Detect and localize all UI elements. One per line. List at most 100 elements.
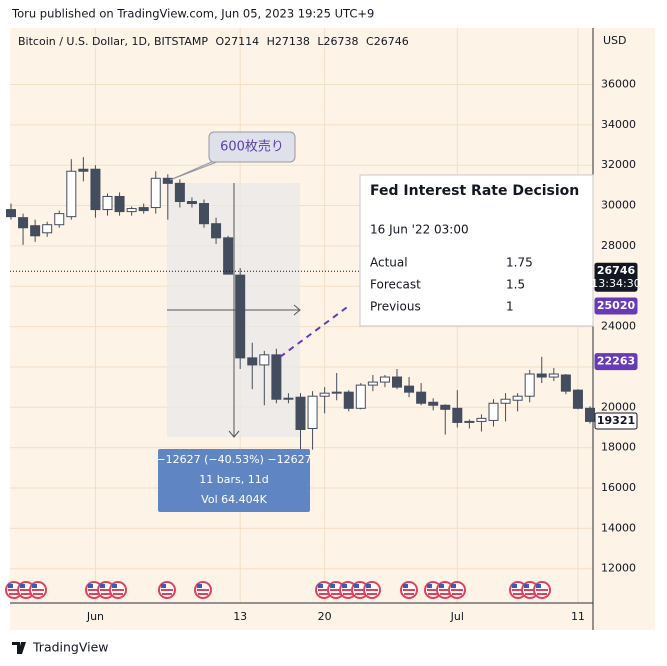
y-tick-label: 32000 xyxy=(601,158,636,171)
event-flag-stripe xyxy=(525,593,535,595)
event-flag-canton xyxy=(403,584,408,588)
event-flag-stripe xyxy=(524,589,536,591)
footer-brand: TradingView xyxy=(32,640,109,655)
price-label-box xyxy=(594,412,638,430)
candle-body xyxy=(548,373,559,378)
event-flag-stripe xyxy=(428,593,438,595)
candle-body xyxy=(452,407,463,423)
event-flag-stripe xyxy=(427,589,439,591)
event-flag-stripe xyxy=(452,593,462,595)
measure-volume: Vol 64.404K xyxy=(201,493,267,506)
y-tick-label: 24000 xyxy=(601,320,636,333)
event-flag-stripe xyxy=(330,589,342,591)
event-flag xyxy=(194,581,212,599)
x-tick-label: 20 xyxy=(318,610,332,623)
price-label: 25020 xyxy=(597,299,636,312)
candle-body xyxy=(536,373,547,378)
measure-box xyxy=(158,449,310,512)
candle-body xyxy=(524,373,535,397)
measure-bars: 11 bars, 11d xyxy=(199,473,268,486)
price-label: 19321 xyxy=(597,414,635,427)
event-flag-stripe xyxy=(101,593,111,595)
event-flag-stripe xyxy=(113,593,123,595)
measure-arrowhead xyxy=(228,430,240,438)
candle-body xyxy=(6,209,16,218)
candle-body xyxy=(102,195,113,211)
event-flag-canton xyxy=(197,584,202,588)
symbol-legend: Bitcoin / U.S. Dollar, 1D, BITSTAMP O271… xyxy=(18,35,409,48)
event-flag xyxy=(400,581,418,599)
ohlc-open: O27114 xyxy=(215,35,259,48)
candle-body xyxy=(259,354,270,366)
event-flag-stripe xyxy=(537,593,547,595)
event-row-label: Forecast xyxy=(370,278,421,292)
event-flag xyxy=(363,581,381,599)
event-flag-canton xyxy=(366,584,371,588)
tradingview-logo xyxy=(12,642,26,654)
candle-body xyxy=(464,420,475,423)
event-flag-canton xyxy=(512,584,517,588)
event-flag-stripe xyxy=(89,593,99,595)
price-label-box xyxy=(594,262,638,292)
event-flag-canton xyxy=(342,584,347,588)
candle-body xyxy=(416,391,427,404)
x-tick-label: 11 xyxy=(571,610,585,623)
event-flag-stripe xyxy=(100,589,112,591)
callout-text: 600枚売り xyxy=(220,139,284,155)
event-flag-canton xyxy=(354,584,359,588)
candle-body xyxy=(114,195,125,213)
candle-body xyxy=(30,225,41,237)
ohlc-high: H27138 xyxy=(267,35,310,48)
event-flag-canton xyxy=(439,584,444,588)
y-tick-label: 30000 xyxy=(601,199,636,212)
event-flag-stripe xyxy=(331,593,341,595)
event-flag-canton xyxy=(32,584,37,588)
event-flag-canton xyxy=(88,584,93,588)
event-flag-stripe xyxy=(198,593,208,595)
event-row-label: Previous xyxy=(370,300,421,314)
event-flag-stripe xyxy=(112,589,124,591)
candle-body xyxy=(90,168,101,211)
candle-body xyxy=(500,398,511,404)
event-flag-stripe xyxy=(355,593,365,595)
y-tick-label: 14000 xyxy=(601,521,636,534)
price-label: 22263 xyxy=(597,355,635,368)
y-tick-label: 16000 xyxy=(601,481,636,494)
forecast-line xyxy=(279,304,351,358)
event-row-value: 1 xyxy=(506,300,514,314)
candle-body xyxy=(18,217,29,229)
x-tick-label: 13 xyxy=(233,610,247,623)
event-flag-canton xyxy=(8,584,13,588)
event-flag xyxy=(158,581,176,599)
event-flag-canton xyxy=(161,584,166,588)
event-flag-stripe xyxy=(318,589,330,591)
candle-body xyxy=(235,274,246,359)
candle-body xyxy=(223,237,234,275)
event-flag-canton xyxy=(451,584,456,588)
candle-body xyxy=(66,170,77,218)
candle-body xyxy=(295,396,306,430)
candle-body xyxy=(138,207,149,212)
candle-body xyxy=(331,391,342,394)
price-label-box xyxy=(594,353,638,371)
candle-body xyxy=(572,389,583,409)
candle-body xyxy=(174,182,185,203)
candle-body xyxy=(392,376,402,388)
currency: USD xyxy=(603,34,627,47)
event-flag xyxy=(109,581,127,599)
event-flag-stripe xyxy=(343,593,353,595)
publish-header: Toru published on TradingView.com, Jun 0… xyxy=(11,7,374,21)
candle-body xyxy=(585,407,595,422)
ohlc-low: L26738 xyxy=(317,35,358,48)
candle-body xyxy=(355,384,366,409)
event-flag-canton xyxy=(427,584,432,588)
x-tick-label: Jul xyxy=(450,610,464,623)
callout-box xyxy=(208,131,296,163)
event-flag-canton xyxy=(524,584,529,588)
candle-body xyxy=(488,402,499,421)
candle-body xyxy=(367,381,378,386)
event-flag-canton xyxy=(112,584,117,588)
candle-body xyxy=(54,213,65,226)
measure-change: −12627 (−40.53%) −12627 xyxy=(156,453,311,466)
